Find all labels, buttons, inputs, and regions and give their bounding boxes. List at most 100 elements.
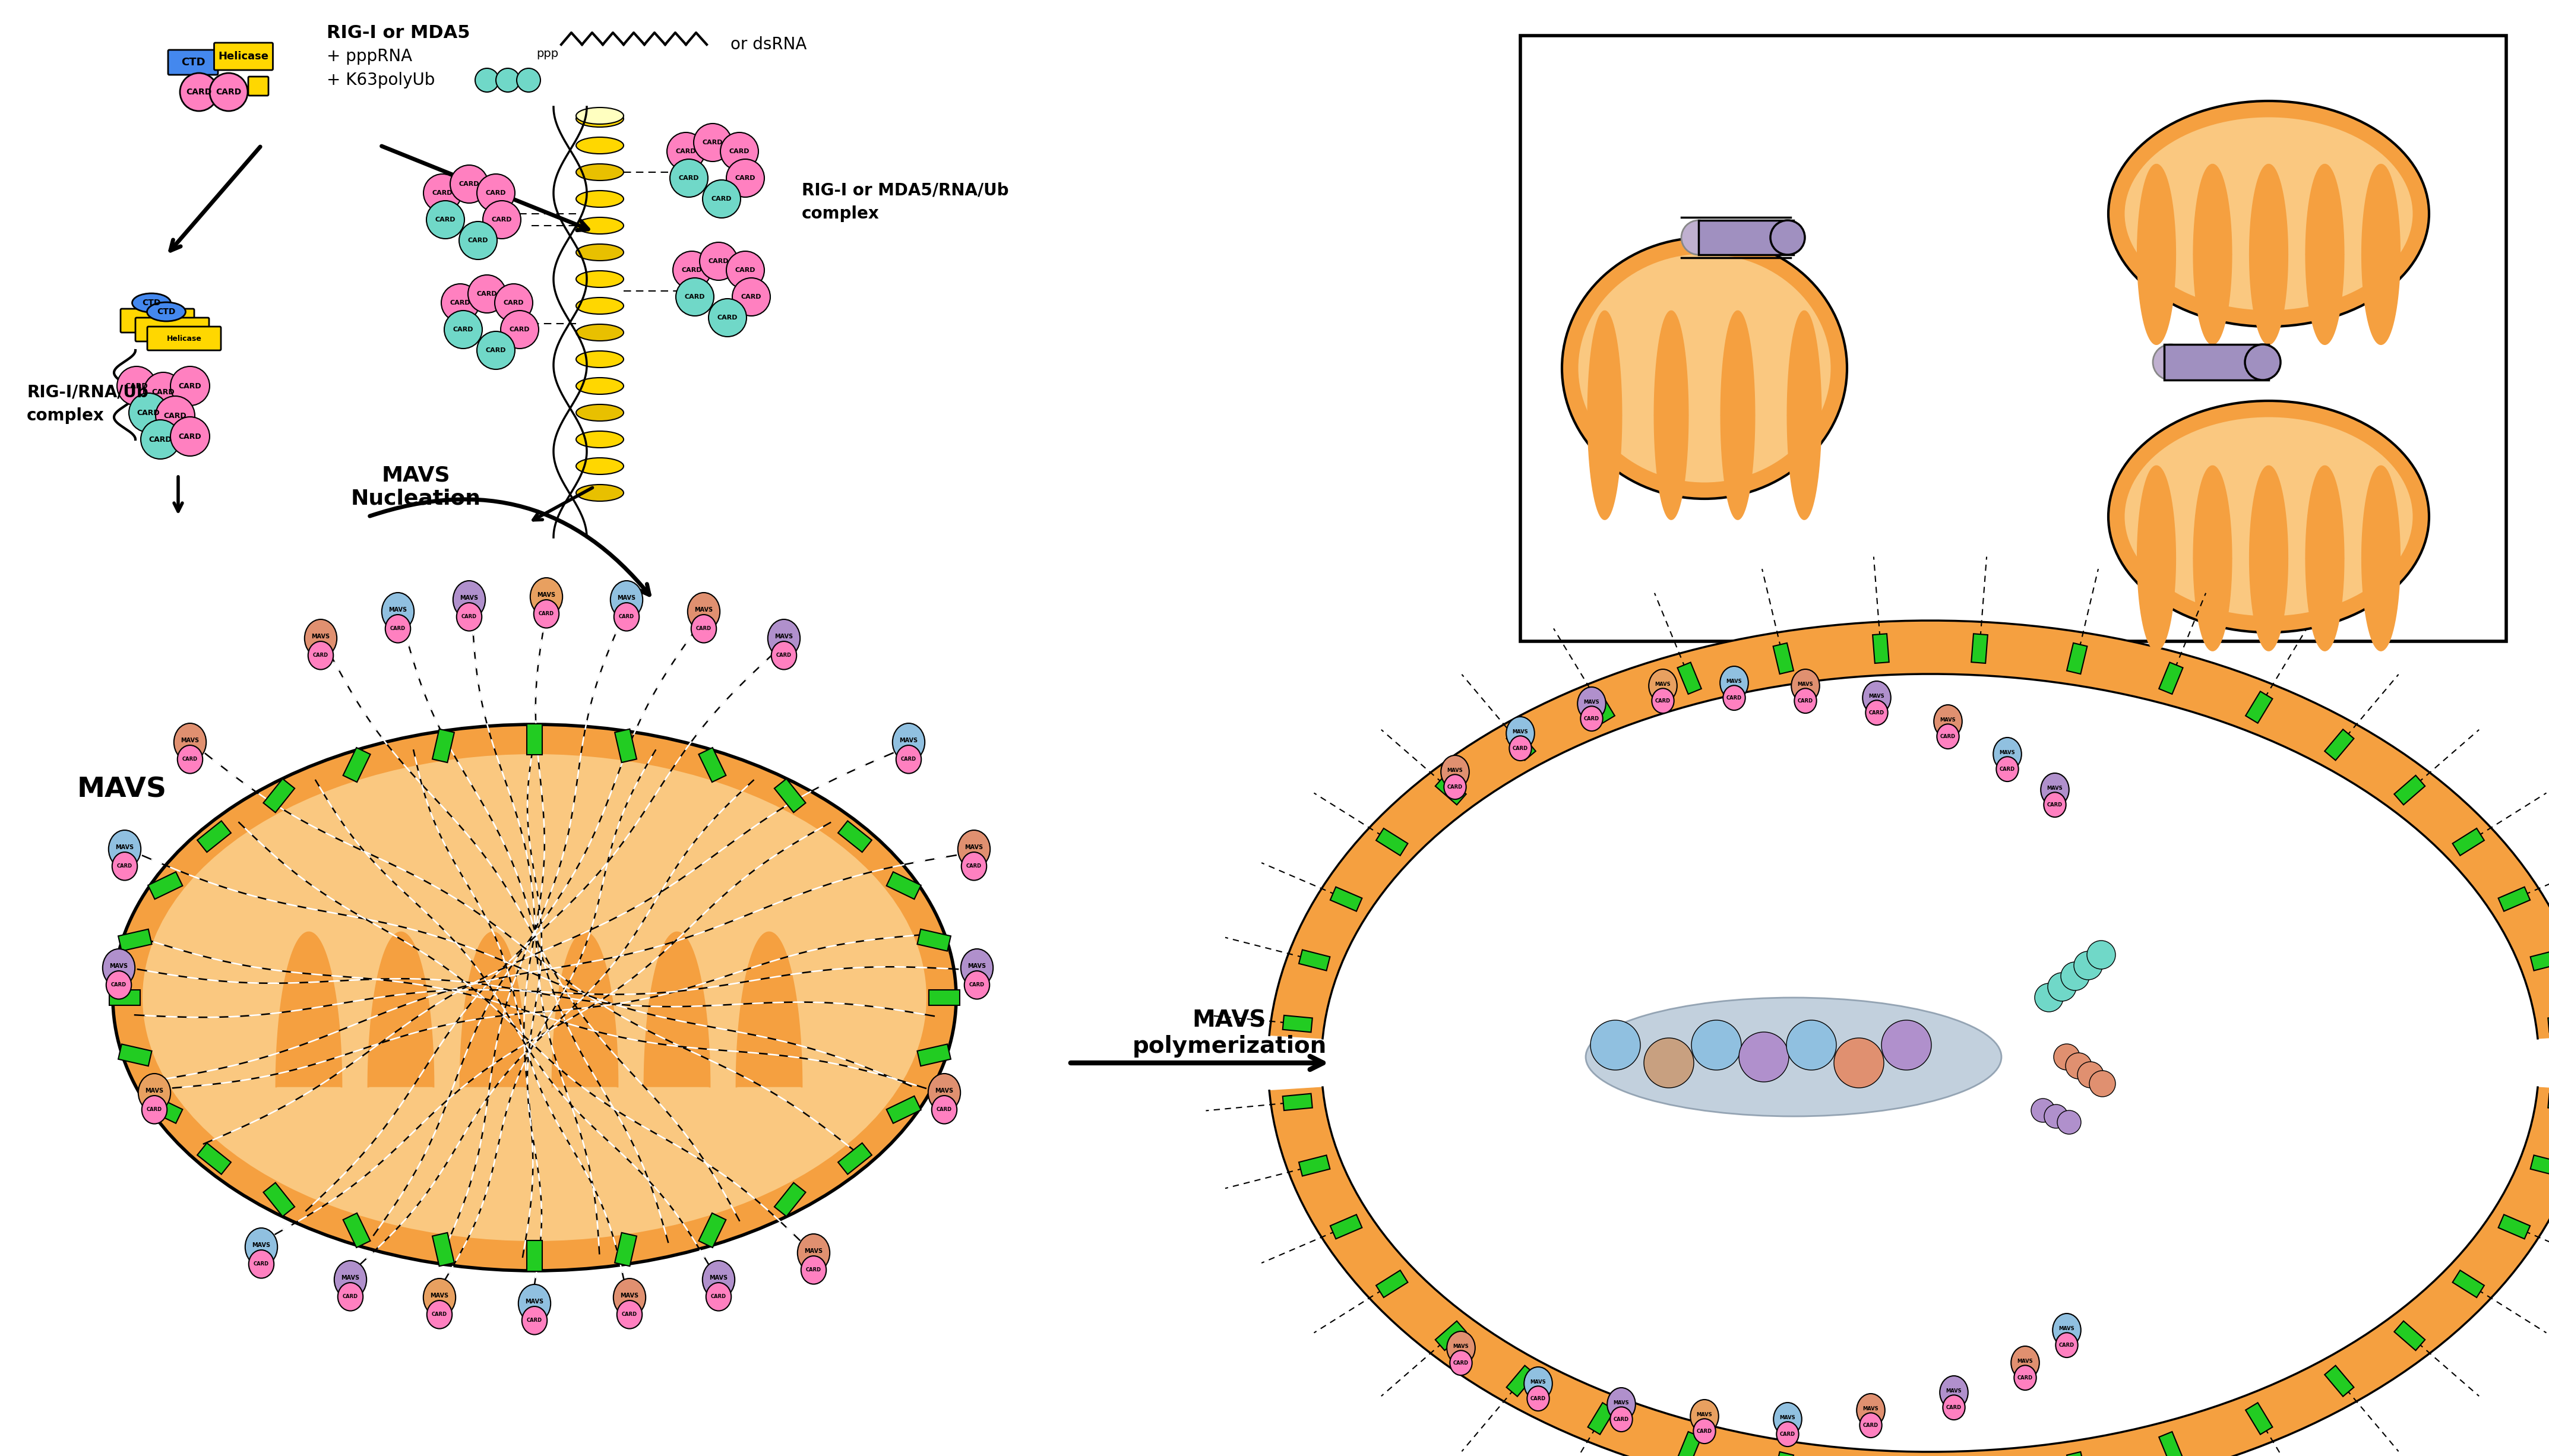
- Circle shape: [495, 284, 533, 322]
- Bar: [2067, 1452, 2088, 1456]
- Circle shape: [726, 159, 765, 197]
- Text: CARD: CARD: [1998, 766, 2016, 772]
- Bar: [2452, 828, 2485, 856]
- Bar: [148, 872, 184, 900]
- Text: CARD: CARD: [805, 1267, 821, 1273]
- Ellipse shape: [2011, 1347, 2039, 1379]
- Text: CARD: CARD: [734, 175, 755, 181]
- Text: MAVS: MAVS: [459, 596, 479, 601]
- Ellipse shape: [933, 1095, 956, 1124]
- Text: CARD: CARD: [538, 612, 553, 616]
- Text: ppp: ppp: [535, 48, 558, 60]
- Polygon shape: [2248, 558, 2289, 651]
- Ellipse shape: [1506, 716, 1534, 750]
- Bar: [2159, 1431, 2182, 1456]
- Ellipse shape: [1996, 757, 2019, 782]
- Text: CARD: CARD: [1453, 1360, 1468, 1366]
- Text: MAVS: MAVS: [145, 1088, 163, 1093]
- Text: MAVS: MAVS: [1998, 750, 2016, 756]
- Circle shape: [2047, 973, 2077, 1002]
- Text: CARD: CARD: [696, 626, 711, 632]
- Circle shape: [1738, 1032, 1789, 1082]
- Text: MAVS: MAVS: [1614, 1401, 1629, 1405]
- Text: + K63polyUb: + K63polyUb: [326, 71, 436, 89]
- Ellipse shape: [1682, 220, 1715, 255]
- Ellipse shape: [533, 600, 558, 628]
- Circle shape: [140, 419, 181, 459]
- Circle shape: [130, 393, 168, 432]
- Circle shape: [171, 367, 209, 406]
- Bar: [698, 747, 726, 782]
- Polygon shape: [2304, 255, 2345, 345]
- Ellipse shape: [767, 619, 800, 657]
- Text: CARD: CARD: [390, 626, 405, 632]
- Polygon shape: [2136, 255, 2177, 345]
- Text: CARD: CARD: [716, 314, 737, 320]
- Ellipse shape: [107, 971, 133, 999]
- Ellipse shape: [1693, 1418, 1715, 1443]
- Polygon shape: [2192, 466, 2233, 558]
- Text: CARD: CARD: [900, 757, 918, 761]
- Text: MAVS: MAVS: [693, 607, 714, 613]
- Circle shape: [497, 68, 520, 92]
- Bar: [1970, 633, 1988, 664]
- Text: MAVS
polymerization: MAVS polymerization: [1132, 1009, 1325, 1057]
- Ellipse shape: [961, 852, 986, 881]
- Text: MAVS: MAVS: [2016, 1358, 2034, 1364]
- Text: MAVS: MAVS: [964, 844, 984, 850]
- FancyBboxPatch shape: [135, 317, 209, 342]
- Bar: [2531, 1155, 2549, 1176]
- Text: MAVS
Nucleation: MAVS Nucleation: [352, 464, 482, 508]
- Ellipse shape: [2126, 118, 2414, 310]
- Ellipse shape: [530, 578, 563, 616]
- Text: CARD: CARD: [186, 87, 212, 96]
- Bar: [2067, 644, 2088, 674]
- Ellipse shape: [339, 1283, 362, 1310]
- Text: MAVS: MAVS: [110, 964, 127, 970]
- Bar: [614, 729, 637, 763]
- Text: CARD: CARD: [622, 1312, 637, 1318]
- Circle shape: [2044, 1105, 2067, 1128]
- Circle shape: [2057, 1111, 2080, 1134]
- Text: CARD: CARD: [451, 300, 472, 306]
- Bar: [1282, 1093, 1313, 1111]
- Ellipse shape: [576, 245, 625, 261]
- Ellipse shape: [1774, 1402, 1802, 1436]
- Polygon shape: [2248, 466, 2289, 558]
- Text: CTD: CTD: [181, 57, 204, 67]
- Text: CARD: CARD: [510, 326, 530, 332]
- Ellipse shape: [1777, 1421, 1800, 1447]
- Circle shape: [444, 310, 482, 348]
- Text: CARD: CARD: [492, 217, 512, 223]
- Ellipse shape: [576, 431, 625, 448]
- Ellipse shape: [1794, 689, 1817, 713]
- Ellipse shape: [1723, 686, 1746, 711]
- Ellipse shape: [798, 1233, 831, 1273]
- Text: complex: complex: [803, 205, 879, 223]
- Text: MAVS: MAVS: [617, 596, 635, 601]
- Circle shape: [171, 416, 209, 456]
- Circle shape: [1787, 1021, 1835, 1070]
- Ellipse shape: [576, 271, 625, 287]
- Text: Helicase: Helicase: [219, 51, 268, 61]
- Bar: [1698, 220, 1794, 255]
- Ellipse shape: [609, 581, 642, 619]
- Circle shape: [517, 68, 540, 92]
- Text: MAVS: MAVS: [1779, 1415, 1794, 1421]
- Ellipse shape: [2054, 1332, 2077, 1357]
- Ellipse shape: [1772, 220, 1805, 255]
- Ellipse shape: [704, 1261, 734, 1299]
- Text: CARD: CARD: [454, 326, 474, 332]
- Text: CARD: CARD: [1583, 716, 1598, 721]
- Ellipse shape: [1585, 997, 2001, 1117]
- Ellipse shape: [576, 191, 625, 207]
- Ellipse shape: [576, 457, 625, 475]
- Text: CARD: CARD: [505, 300, 525, 306]
- Text: MAVS: MAVS: [1940, 718, 1955, 722]
- Polygon shape: [2363, 255, 2401, 345]
- Bar: [2498, 1214, 2531, 1239]
- Polygon shape: [1787, 415, 1823, 520]
- Text: MAVS: MAVS: [1868, 693, 1884, 699]
- Text: CARD: CARD: [487, 348, 507, 354]
- Text: CARD: CARD: [1940, 734, 1955, 740]
